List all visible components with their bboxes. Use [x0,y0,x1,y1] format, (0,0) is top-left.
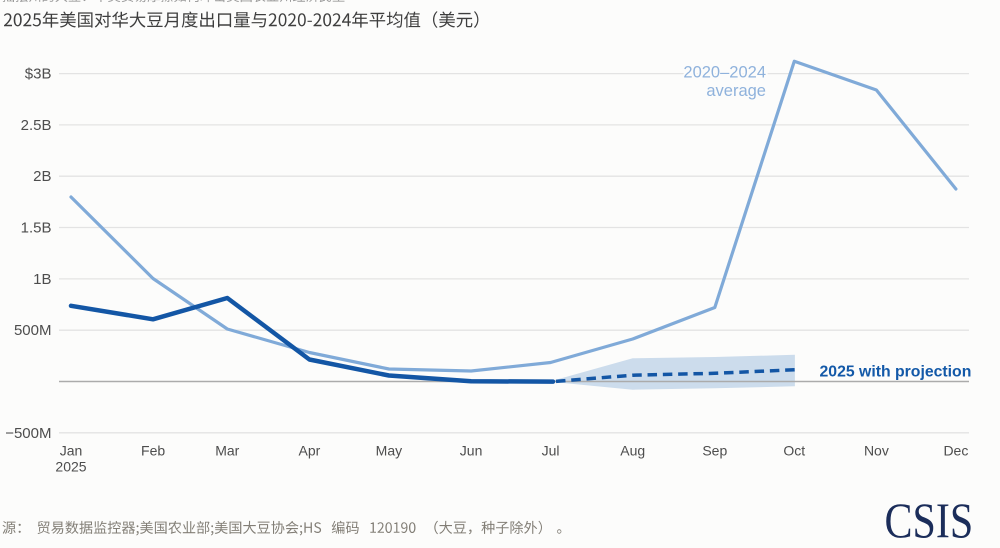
svg-text:Apr: Apr [299,443,321,459]
svg-text:Aug: Aug [620,443,645,459]
svg-text:2025: 2025 [55,459,86,475]
svg-text:Sep: Sep [702,443,727,459]
svg-text:1B: 1B [33,271,51,288]
svg-text:2B: 2B [33,168,51,185]
svg-text:−500M: −500M [5,425,51,442]
svg-text:$3B: $3B [25,66,52,83]
svg-text:Dec: Dec [943,443,968,459]
svg-text:Oct: Oct [783,443,805,459]
svg-text:CSIS: CSIS [885,493,974,548]
svg-text:1.5B: 1.5B [21,220,52,237]
svg-text:average: average [706,82,766,100]
svg-text:Feb: Feb [141,443,165,459]
svg-text:Jan: Jan [60,443,83,459]
svg-text:Jul: Jul [542,443,560,459]
svg-text:2025 with projection: 2025 with projection [820,363,972,380]
svg-text:Jun: Jun [460,443,483,459]
svg-text:2020–2024: 2020–2024 [683,64,766,82]
svg-text:2.5B: 2.5B [21,117,52,134]
svg-text:Mar: Mar [215,443,239,459]
svg-text:Nov: Nov [864,443,889,459]
svg-text:May: May [376,443,402,459]
svg-text:500M: 500M [14,322,52,339]
